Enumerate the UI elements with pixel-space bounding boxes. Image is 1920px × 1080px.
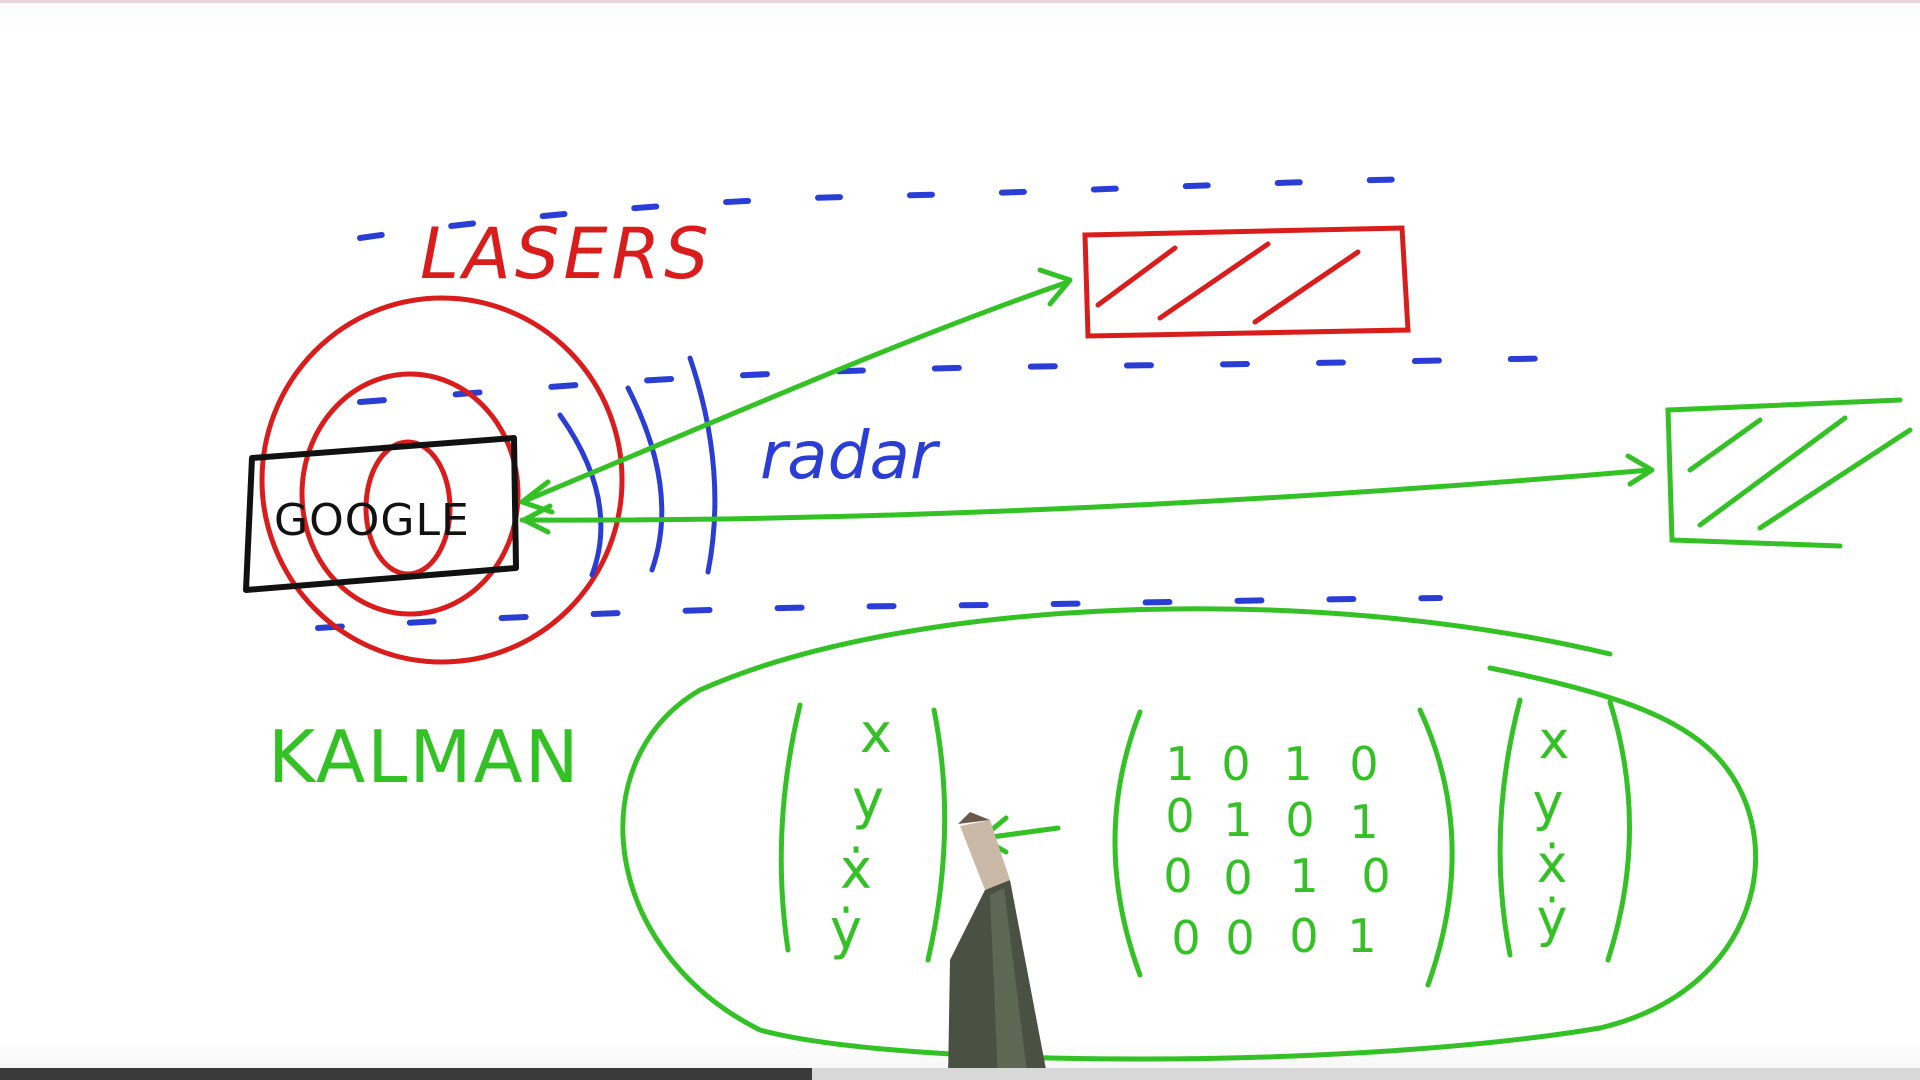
laser-rings [259,295,625,665]
transition-matrix: 1 0 1 0 0 1 0 1 0 0 1 0 0 0 0 1 [1163,737,1390,965]
vector-left-entry: ẋ [840,838,872,901]
obstacle-car-red [1082,225,1411,339]
pen [948,812,1048,1080]
vector-left-entry: y [852,768,884,831]
obstacle-car-green [1665,397,1913,549]
bracket-matrix-open [1112,709,1143,978]
progress-fill [0,1068,812,1080]
vector-right-entry: x [1539,711,1570,771]
bracket-right-vector-close [1605,699,1632,963]
matrix-cell: 0 [1289,909,1318,963]
prediction-arrow [981,825,1061,841]
matrix-cell: 1 [1165,737,1194,791]
matrix-cell: 1 [1283,737,1312,791]
matrix-cell: 1 [1223,793,1252,847]
matrix-brackets [778,697,1632,988]
matrix-cell: 0 [1285,793,1314,847]
kalman-label: KALMAN [268,715,581,799]
state-vector-left: x y ẋ ẏ [830,702,892,961]
lane-lines [315,175,1593,631]
matrix-cell: 1 [1347,909,1376,963]
bracket-left-vector-close [925,707,948,963]
measurement-arrows [519,267,1655,535]
vector-right-entry: ẏ [1537,889,1568,949]
arrow-to-car-red [519,279,1071,505]
lasers-label: LASERS [420,213,713,295]
laser-ring-outer [259,295,625,665]
vector-left-entry: x [860,702,892,765]
kalman-ellipse [620,606,1759,1062]
matrix-cell: 1 [1289,849,1318,903]
matrix-cell: 0 [1221,737,1250,791]
matrix-cell: 0 [1165,789,1194,843]
matrix-cell: 1 [1349,795,1378,849]
bracket-right-vector-open [1497,697,1523,958]
lane-line-middle [357,355,1593,405]
bracket-left-vector-open [778,702,803,953]
laser-ring-middle [299,371,521,617]
matrix-cell: 0 [1163,849,1192,903]
lane-line-top [357,175,1463,241]
lane-line-bottom [315,595,1443,631]
radar-arcs [557,355,718,578]
google-car [243,435,519,593]
radar-label: radar [760,417,941,494]
matrix-cell: 0 [1225,911,1254,965]
matrix-cell: 0 [1223,851,1252,905]
bracket-matrix-close [1417,707,1455,988]
vector-left-entry: ẏ [830,898,862,961]
top-border [0,0,1920,3]
vector-right-entry: ẋ [1537,835,1568,895]
google-label: GOOGLE [274,495,470,546]
matrix-cell: 0 [1361,849,1390,903]
vector-right-entry: y [1533,773,1564,833]
state-vector-right: x y ẋ ẏ [1533,711,1570,949]
arrow-to-car-green [519,467,1653,523]
matrix-cell: 0 [1349,737,1378,791]
matrix-cell: 0 [1171,911,1200,965]
